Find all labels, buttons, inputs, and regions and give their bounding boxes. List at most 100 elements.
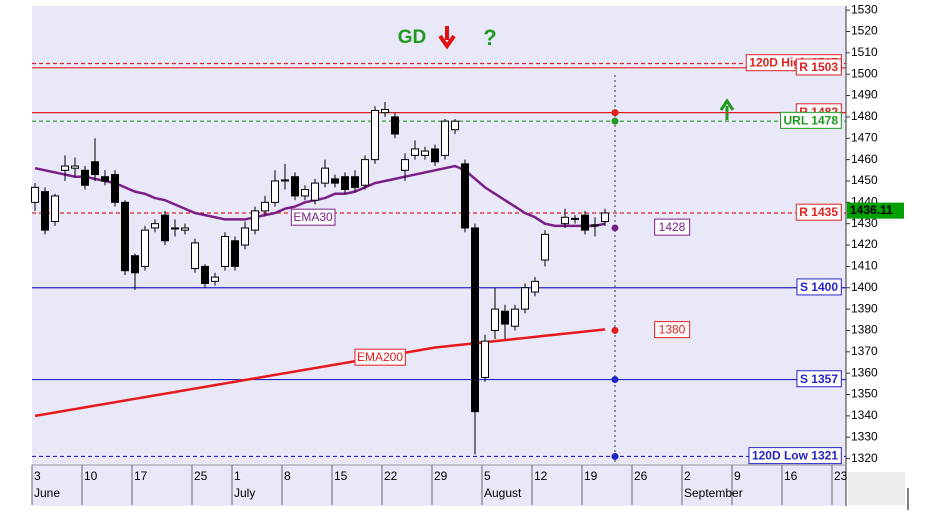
marker-label-box	[654, 218, 691, 236]
candle-body	[91, 161, 99, 176]
x-tick-label: 29	[434, 469, 448, 483]
marker-dot	[611, 224, 619, 232]
candle-body	[371, 110, 379, 161]
x-tick-label: 19	[584, 469, 598, 483]
y-tick-label: 1490	[851, 88, 878, 102]
candle-body	[281, 179, 289, 182]
month-label: June	[34, 486, 60, 500]
candle-body	[101, 176, 109, 182]
x-tick-label: 15	[334, 469, 348, 483]
ema-line	[34, 164, 606, 228]
level-label-box	[796, 370, 842, 388]
candle-body	[31, 186, 39, 203]
x-tick-label: 3	[34, 469, 41, 483]
x-tick-label: 22	[384, 469, 398, 483]
x-tick-label: 17	[134, 469, 148, 483]
y-tick-label: 1460	[851, 152, 878, 166]
candle-body	[561, 216, 569, 225]
candle-body	[421, 150, 429, 156]
level-label-box	[780, 111, 842, 129]
x-tick-label: 25	[194, 469, 208, 483]
x-tick-label: 23	[834, 469, 848, 483]
marker-dot	[611, 109, 619, 117]
level-label: S 1357	[800, 372, 838, 386]
marker-dot	[611, 326, 619, 334]
y-tick-label: 1320	[851, 451, 878, 465]
candle-body	[481, 340, 489, 378]
marker-dot	[611, 452, 619, 460]
candle-body	[251, 210, 259, 231]
candle-body	[301, 189, 309, 197]
candle-body	[531, 280, 539, 293]
candle-body	[221, 236, 229, 267]
candle-body	[71, 165, 79, 169]
y-tick-label: 1360	[851, 365, 878, 379]
candle-body	[581, 214, 589, 231]
y-tick-label: 1530	[851, 2, 878, 16]
candle-body	[381, 108, 389, 114]
y-tick-label: 1370	[851, 344, 878, 358]
candle-body	[411, 148, 419, 156]
series-label-box	[290, 208, 336, 226]
month-label: July	[234, 486, 255, 500]
candle-body	[431, 148, 439, 163]
candle-body	[231, 240, 239, 267]
y-tick-label: 1510	[851, 45, 878, 59]
question-text: ?	[483, 25, 496, 50]
candle-body	[311, 182, 319, 201]
y-tick-label: 1400	[851, 280, 878, 294]
y-tick-label: 1330	[851, 429, 878, 443]
level-label-box	[796, 278, 842, 296]
candle-body	[201, 265, 209, 284]
candle-body	[81, 169, 89, 186]
last-price-box	[847, 202, 904, 219]
x-tick-label: 5	[484, 469, 491, 483]
level-label: R 1503	[799, 60, 838, 74]
candle-body	[521, 287, 529, 310]
candle-body	[171, 227, 179, 230]
candle-body	[151, 223, 159, 229]
candle-body	[181, 227, 189, 231]
candle-body	[131, 255, 139, 274]
candle-body	[471, 227, 479, 413]
level-label-box	[795, 58, 842, 76]
marker-dot	[611, 117, 619, 125]
y-tick-label: 1500	[851, 66, 878, 80]
y-tick-label: 1470	[851, 130, 878, 144]
x-tick-label: 2	[684, 469, 691, 483]
x-tick-label: 10	[84, 469, 98, 483]
y-tick-label: 1390	[851, 301, 878, 315]
level-label-box	[795, 203, 842, 221]
y-tick-label: 1480	[851, 109, 878, 123]
candle-body	[331, 178, 339, 184]
marker-dot	[611, 376, 619, 384]
candle-body	[111, 174, 119, 203]
level-label: URL 1478	[784, 113, 839, 127]
y-tick-label: 1350	[851, 387, 878, 401]
series-label-box	[354, 348, 406, 366]
month-label: August	[484, 486, 522, 500]
candle-body	[61, 165, 69, 171]
series-label: EMA200	[357, 350, 403, 364]
corner-box	[848, 472, 905, 505]
x-tick-label: 1	[234, 469, 241, 483]
month-label: September	[684, 486, 743, 500]
x-tick-label: 8	[284, 469, 291, 483]
level-label-box	[748, 447, 842, 465]
candle-body	[511, 308, 519, 327]
candle-body	[141, 229, 149, 267]
candle-body	[571, 217, 579, 220]
marker-label-box	[654, 321, 691, 339]
y-tick-label: 1450	[851, 173, 878, 187]
candle-body	[261, 201, 269, 212]
series-label: EMA30	[293, 210, 333, 224]
candle-body	[441, 120, 449, 156]
y-tick-label: 1520	[851, 24, 878, 38]
candle-body	[491, 308, 499, 331]
candle-body	[211, 276, 219, 282]
candle-body	[461, 163, 469, 229]
candle-body	[291, 176, 299, 197]
level-label: R 1435	[799, 205, 838, 219]
last-price-label: 1436.11	[850, 203, 893, 217]
